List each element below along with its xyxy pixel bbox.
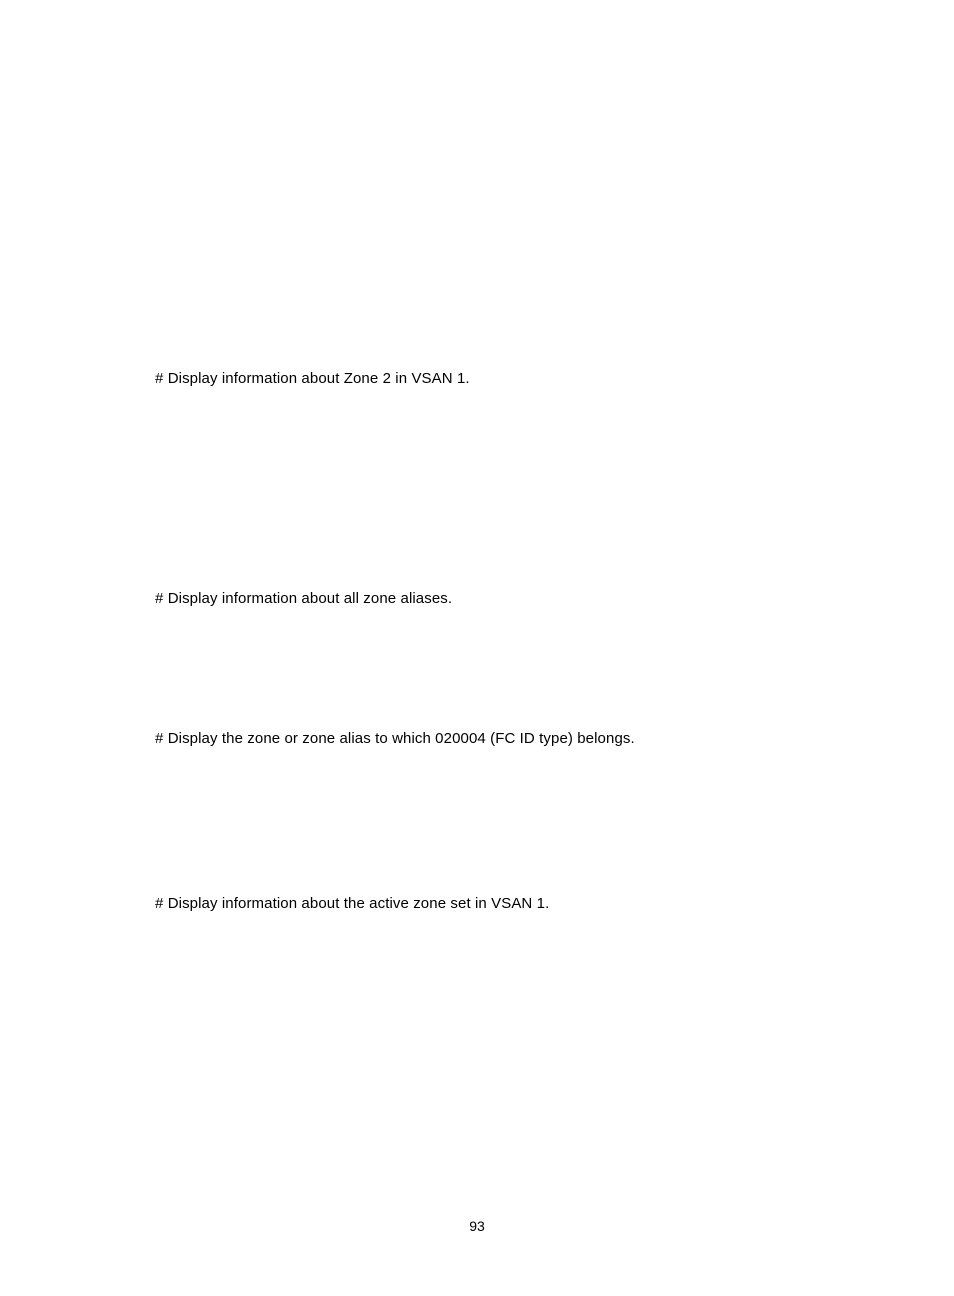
- body-text: # Display information about the active z…: [155, 895, 799, 912]
- body-text: # Display the zone or zone alias to whic…: [155, 730, 799, 747]
- page: # Display information about Zone 2 in VS…: [0, 0, 954, 1296]
- body-text: # Display information about Zone 2 in VS…: [155, 370, 799, 387]
- body-text: # Display information about all zone ali…: [155, 590, 799, 607]
- page-number: 93: [0, 1218, 954, 1234]
